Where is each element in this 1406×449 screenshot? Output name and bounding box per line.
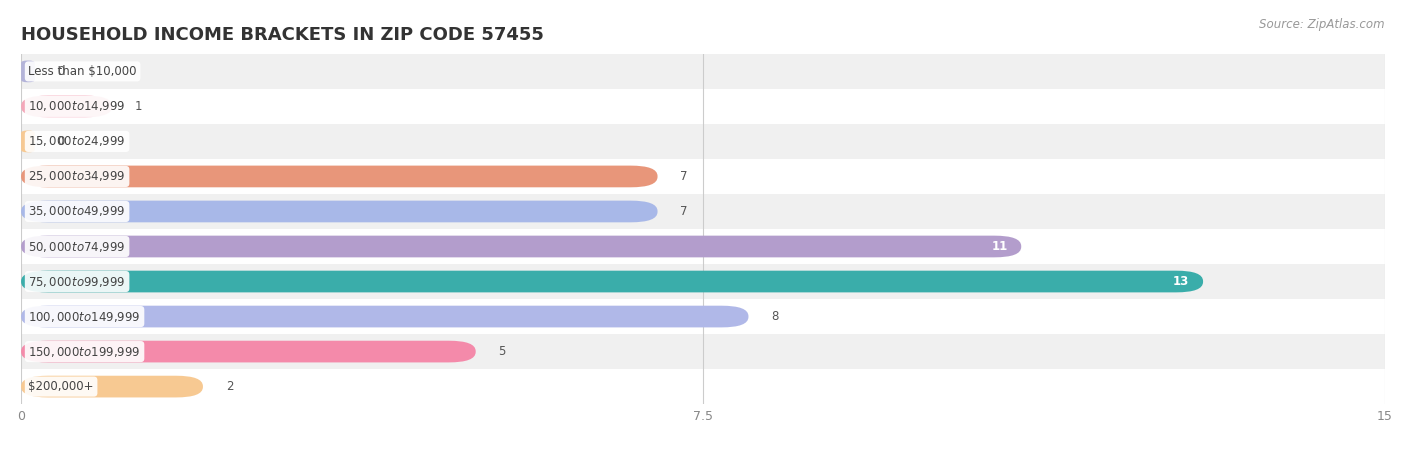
Text: 13: 13 xyxy=(1173,275,1189,288)
Text: $15,000 to $24,999: $15,000 to $24,999 xyxy=(28,134,125,149)
Text: 0: 0 xyxy=(58,65,65,78)
Text: 7: 7 xyxy=(681,205,688,218)
Text: 7: 7 xyxy=(681,170,688,183)
Text: $25,000 to $34,999: $25,000 to $34,999 xyxy=(28,169,125,184)
Text: $75,000 to $99,999: $75,000 to $99,999 xyxy=(28,274,125,289)
FancyBboxPatch shape xyxy=(21,306,748,327)
FancyBboxPatch shape xyxy=(21,131,35,152)
FancyBboxPatch shape xyxy=(21,341,475,362)
Text: $10,000 to $14,999: $10,000 to $14,999 xyxy=(28,99,125,114)
Bar xyxy=(21,334,1385,369)
Text: 11: 11 xyxy=(991,240,1008,253)
Text: Source: ZipAtlas.com: Source: ZipAtlas.com xyxy=(1260,18,1385,31)
FancyBboxPatch shape xyxy=(21,236,1021,257)
Bar xyxy=(21,124,1385,159)
Text: 8: 8 xyxy=(772,310,779,323)
Bar xyxy=(21,369,1385,404)
Text: 0: 0 xyxy=(58,135,65,148)
Bar xyxy=(21,54,1385,89)
Text: 2: 2 xyxy=(225,380,233,393)
FancyBboxPatch shape xyxy=(21,271,1204,292)
Text: Less than $10,000: Less than $10,000 xyxy=(28,65,136,78)
Bar xyxy=(21,299,1385,334)
Text: $200,000+: $200,000+ xyxy=(28,380,94,393)
FancyBboxPatch shape xyxy=(21,376,202,397)
Bar xyxy=(21,229,1385,264)
Text: $35,000 to $49,999: $35,000 to $49,999 xyxy=(28,204,125,219)
Text: HOUSEHOLD INCOME BRACKETS IN ZIP CODE 57455: HOUSEHOLD INCOME BRACKETS IN ZIP CODE 57… xyxy=(21,26,544,44)
Text: $50,000 to $74,999: $50,000 to $74,999 xyxy=(28,239,125,254)
Bar xyxy=(21,194,1385,229)
Bar xyxy=(21,264,1385,299)
Bar xyxy=(21,159,1385,194)
FancyBboxPatch shape xyxy=(21,166,658,187)
Text: 1: 1 xyxy=(135,100,142,113)
FancyBboxPatch shape xyxy=(21,201,658,222)
FancyBboxPatch shape xyxy=(21,96,112,117)
Text: $150,000 to $199,999: $150,000 to $199,999 xyxy=(28,344,141,359)
Bar xyxy=(21,89,1385,124)
FancyBboxPatch shape xyxy=(21,61,35,82)
Text: $100,000 to $149,999: $100,000 to $149,999 xyxy=(28,309,141,324)
Text: 5: 5 xyxy=(498,345,506,358)
